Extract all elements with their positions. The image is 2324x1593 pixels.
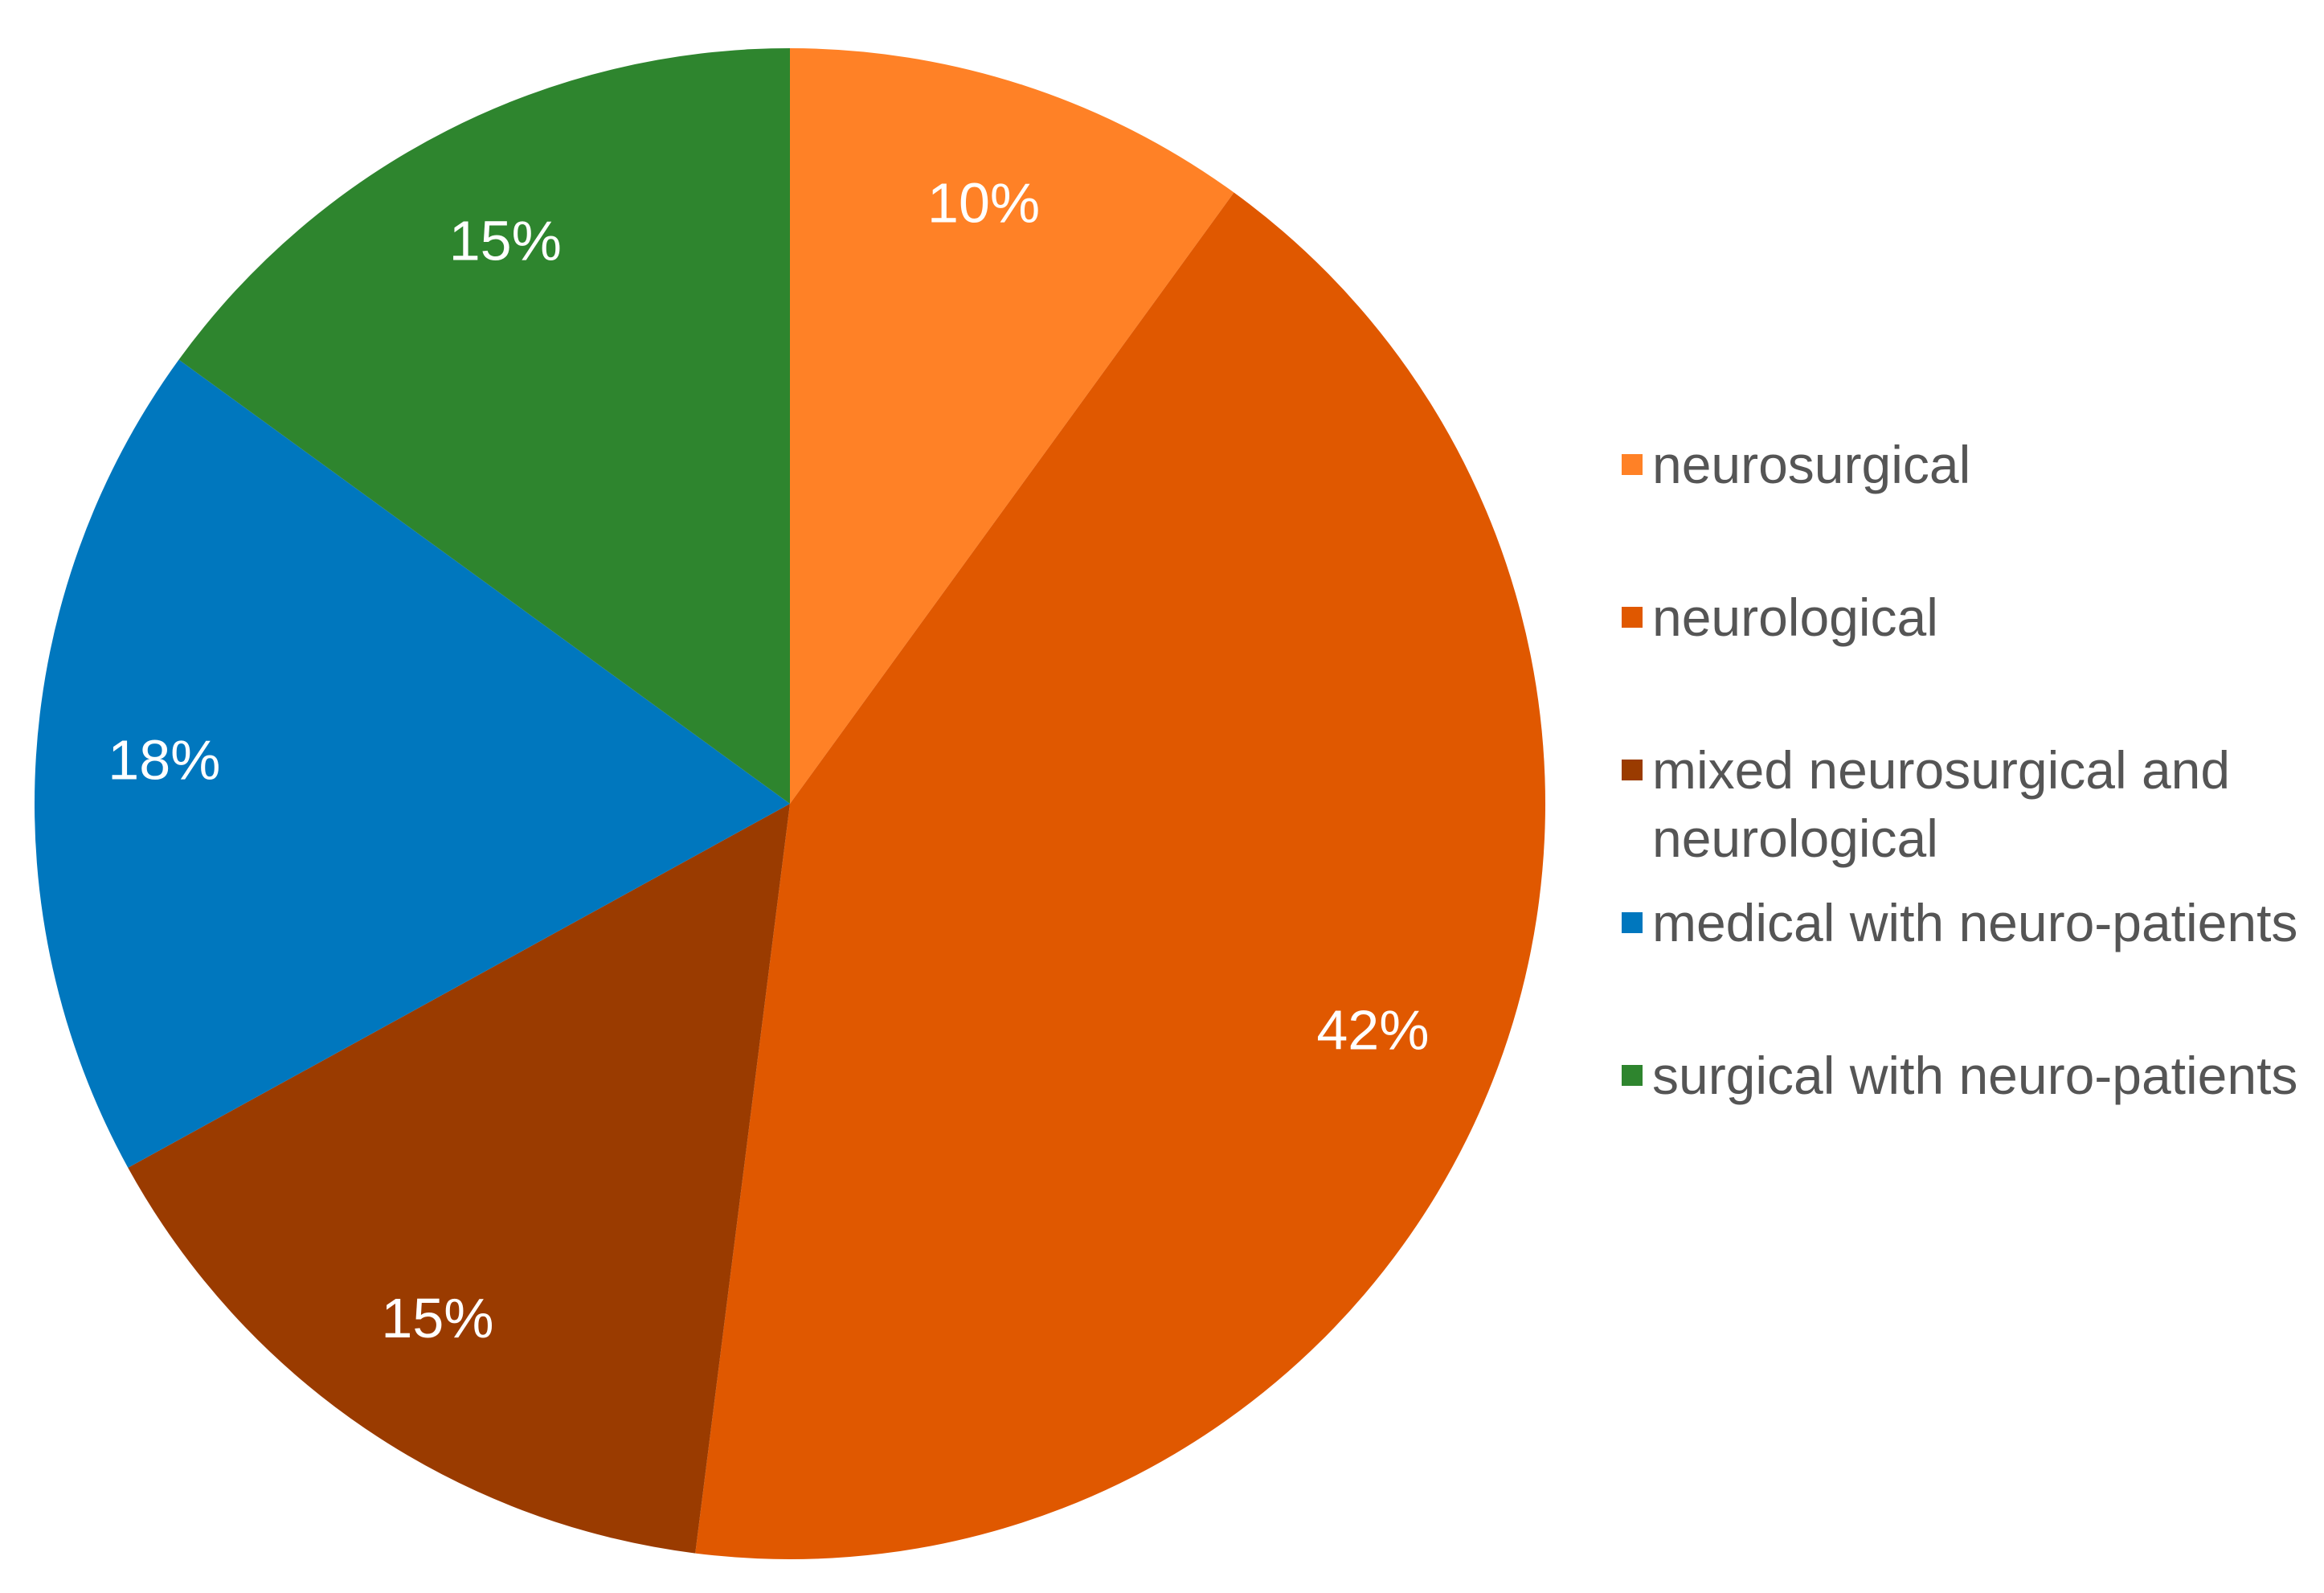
- legend-item: neurological: [1622, 584, 2313, 652]
- legend-label: neurological: [1652, 588, 1938, 647]
- legend-item: mixed neurosurgical and neurological: [1622, 736, 2313, 873]
- data-label: 18%: [108, 728, 220, 791]
- pie-slice: [178, 48, 790, 804]
- legend-label: surgical with neuro-patients: [1652, 1046, 2298, 1105]
- data-label: 10%: [927, 171, 1040, 234]
- legend-label: neurosurgical: [1652, 435, 1971, 494]
- pie-slice: [128, 804, 790, 1554]
- data-label: 42%: [1316, 999, 1429, 1062]
- legend-label: mixed neurosurgical and neurological: [1652, 740, 2231, 868]
- pie-slice: [35, 359, 791, 1168]
- data-label: 15%: [381, 1287, 493, 1349]
- legend-item: surgical with neuro-patients: [1622, 1042, 2313, 1110]
- legend-swatch: [1622, 1065, 1643, 1086]
- legend-label: medical with neuro-patients: [1652, 893, 2298, 952]
- legend-swatch: [1622, 454, 1643, 475]
- legend-swatch: [1622, 760, 1643, 780]
- data-label: 15%: [449, 209, 562, 272]
- pie-slice: [790, 48, 1234, 804]
- legend-swatch: [1622, 912, 1643, 933]
- legend-item: neurosurgical: [1622, 431, 2313, 499]
- legend-item: medical with neuro-patients: [1622, 889, 2313, 957]
- legend-swatch: [1622, 607, 1643, 628]
- pie-slice: [695, 192, 1545, 1559]
